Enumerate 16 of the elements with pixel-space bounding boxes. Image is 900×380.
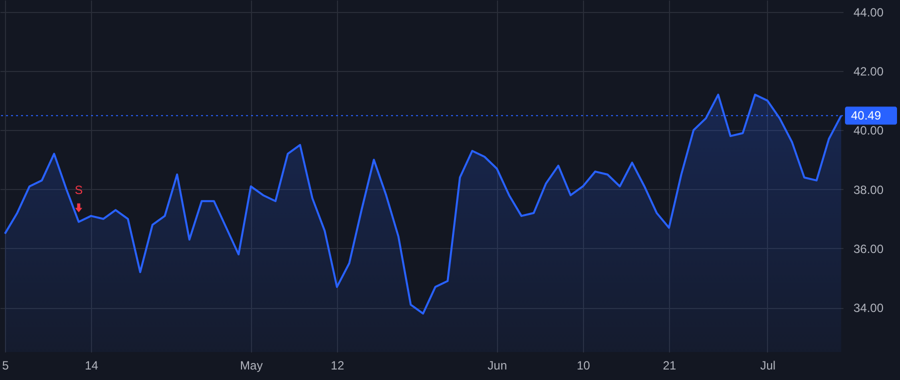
x-tick-label: 5	[2, 358, 10, 372]
x-tick-label: 14	[84, 358, 98, 372]
x-tick-label: 21	[662, 358, 676, 372]
y-tick-label: 38.00	[854, 182, 884, 197]
y-tick-label: 44.00	[854, 5, 884, 20]
x-tick-label: May	[240, 358, 263, 372]
x-tick-label: 10	[576, 358, 590, 372]
ref-line-label: 40.49	[851, 108, 882, 123]
y-tick-label: 36.00	[854, 242, 884, 256]
y-tick-label: 40.00	[854, 124, 884, 138]
x-tick-label: 12	[330, 358, 344, 372]
annotation: S	[74, 182, 83, 197]
y-tick-label: 34.00	[854, 301, 884, 316]
y-tick-label: 42.00	[854, 64, 884, 78]
x-tick-label: Jun	[488, 358, 507, 372]
x-tick-label: Jul	[760, 358, 776, 372]
